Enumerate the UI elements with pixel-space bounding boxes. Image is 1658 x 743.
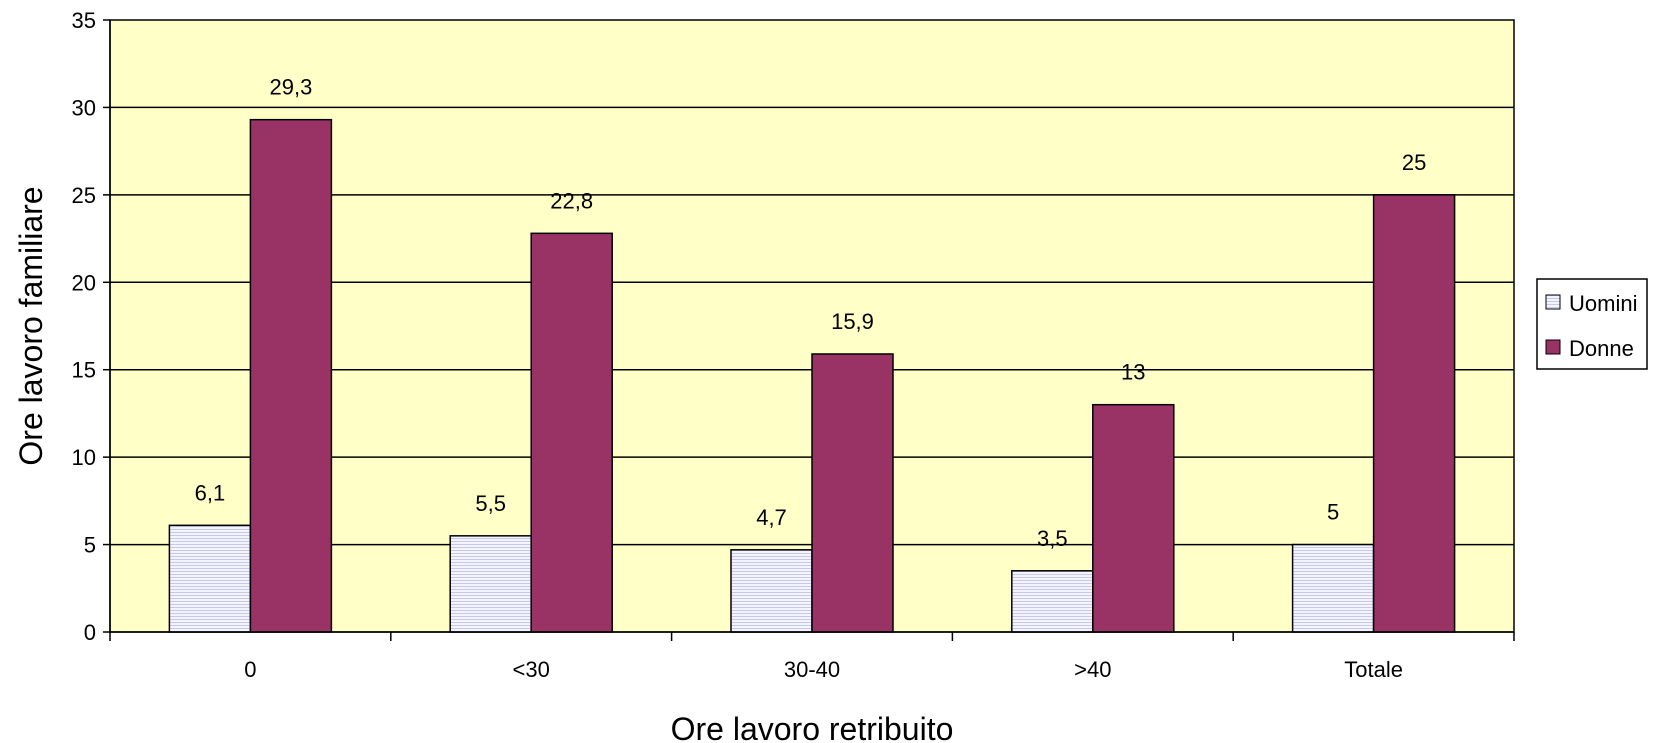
data-label: 25: [1402, 150, 1426, 175]
legend-label-donne: Donne: [1569, 336, 1634, 361]
gridlines: [110, 106, 1514, 546]
data-label: 15,9: [831, 309, 874, 334]
data-labels: 6,1 29,3 5,5 22,8 4,7 15,9 3,5 13 5 25: [195, 75, 1427, 551]
bar-donne: [530, 232, 613, 633]
x-tick-label: >40: [1074, 657, 1111, 682]
y-tick-label: 20: [72, 270, 96, 295]
bars: [168, 118, 1456, 633]
legend-label-uomini: Uomini: [1569, 291, 1637, 316]
data-label: 3,5: [1037, 526, 1068, 551]
bar-uomini: [1291, 543, 1375, 633]
legend-swatch-uomini: [1545, 294, 1561, 310]
bar-uomini: [168, 524, 252, 633]
y-tick-label: 0: [84, 620, 96, 645]
data-label: 29,3: [269, 75, 312, 100]
bar-donne: [811, 353, 894, 633]
x-tick-label: <30: [513, 657, 550, 682]
x-axis-title: Ore lavoro retribuito: [671, 711, 954, 743]
bar-uomini: [1011, 570, 1094, 633]
y-tick-label: 5: [84, 533, 96, 558]
axes: 0 5 10 15 20 25 30 35 0 <30 30-40 >40 Totale: [72, 8, 1515, 682]
x-tick-label: 0: [244, 657, 256, 682]
data-label: 5,5: [475, 491, 506, 516]
legend-swatch-donne: [1545, 339, 1561, 355]
data-label: 5: [1327, 500, 1339, 525]
bar-donne: [1372, 194, 1456, 633]
bar-donne: [1092, 403, 1175, 633]
x-tick-label: Totale: [1344, 657, 1403, 682]
bar-donne: [249, 118, 333, 633]
x-tick-label: 30-40: [784, 657, 840, 682]
data-label: 4,7: [756, 505, 787, 530]
y-tick-label: 15: [72, 358, 96, 383]
bar-uomini: [730, 549, 813, 633]
y-tick-label: 30: [72, 95, 96, 120]
legend: Uomini Donne: [1536, 278, 1648, 370]
y-axis-title: Ore lavoro familiare: [13, 186, 49, 465]
data-label: 13: [1121, 360, 1145, 385]
y-tick-label: 35: [72, 8, 96, 33]
y-tick-label: 10: [72, 445, 96, 470]
y-tick-label: 25: [72, 183, 96, 208]
data-label: 6,1: [195, 480, 226, 505]
data-label: 22,8: [550, 188, 593, 213]
bar-uomini: [449, 535, 532, 633]
